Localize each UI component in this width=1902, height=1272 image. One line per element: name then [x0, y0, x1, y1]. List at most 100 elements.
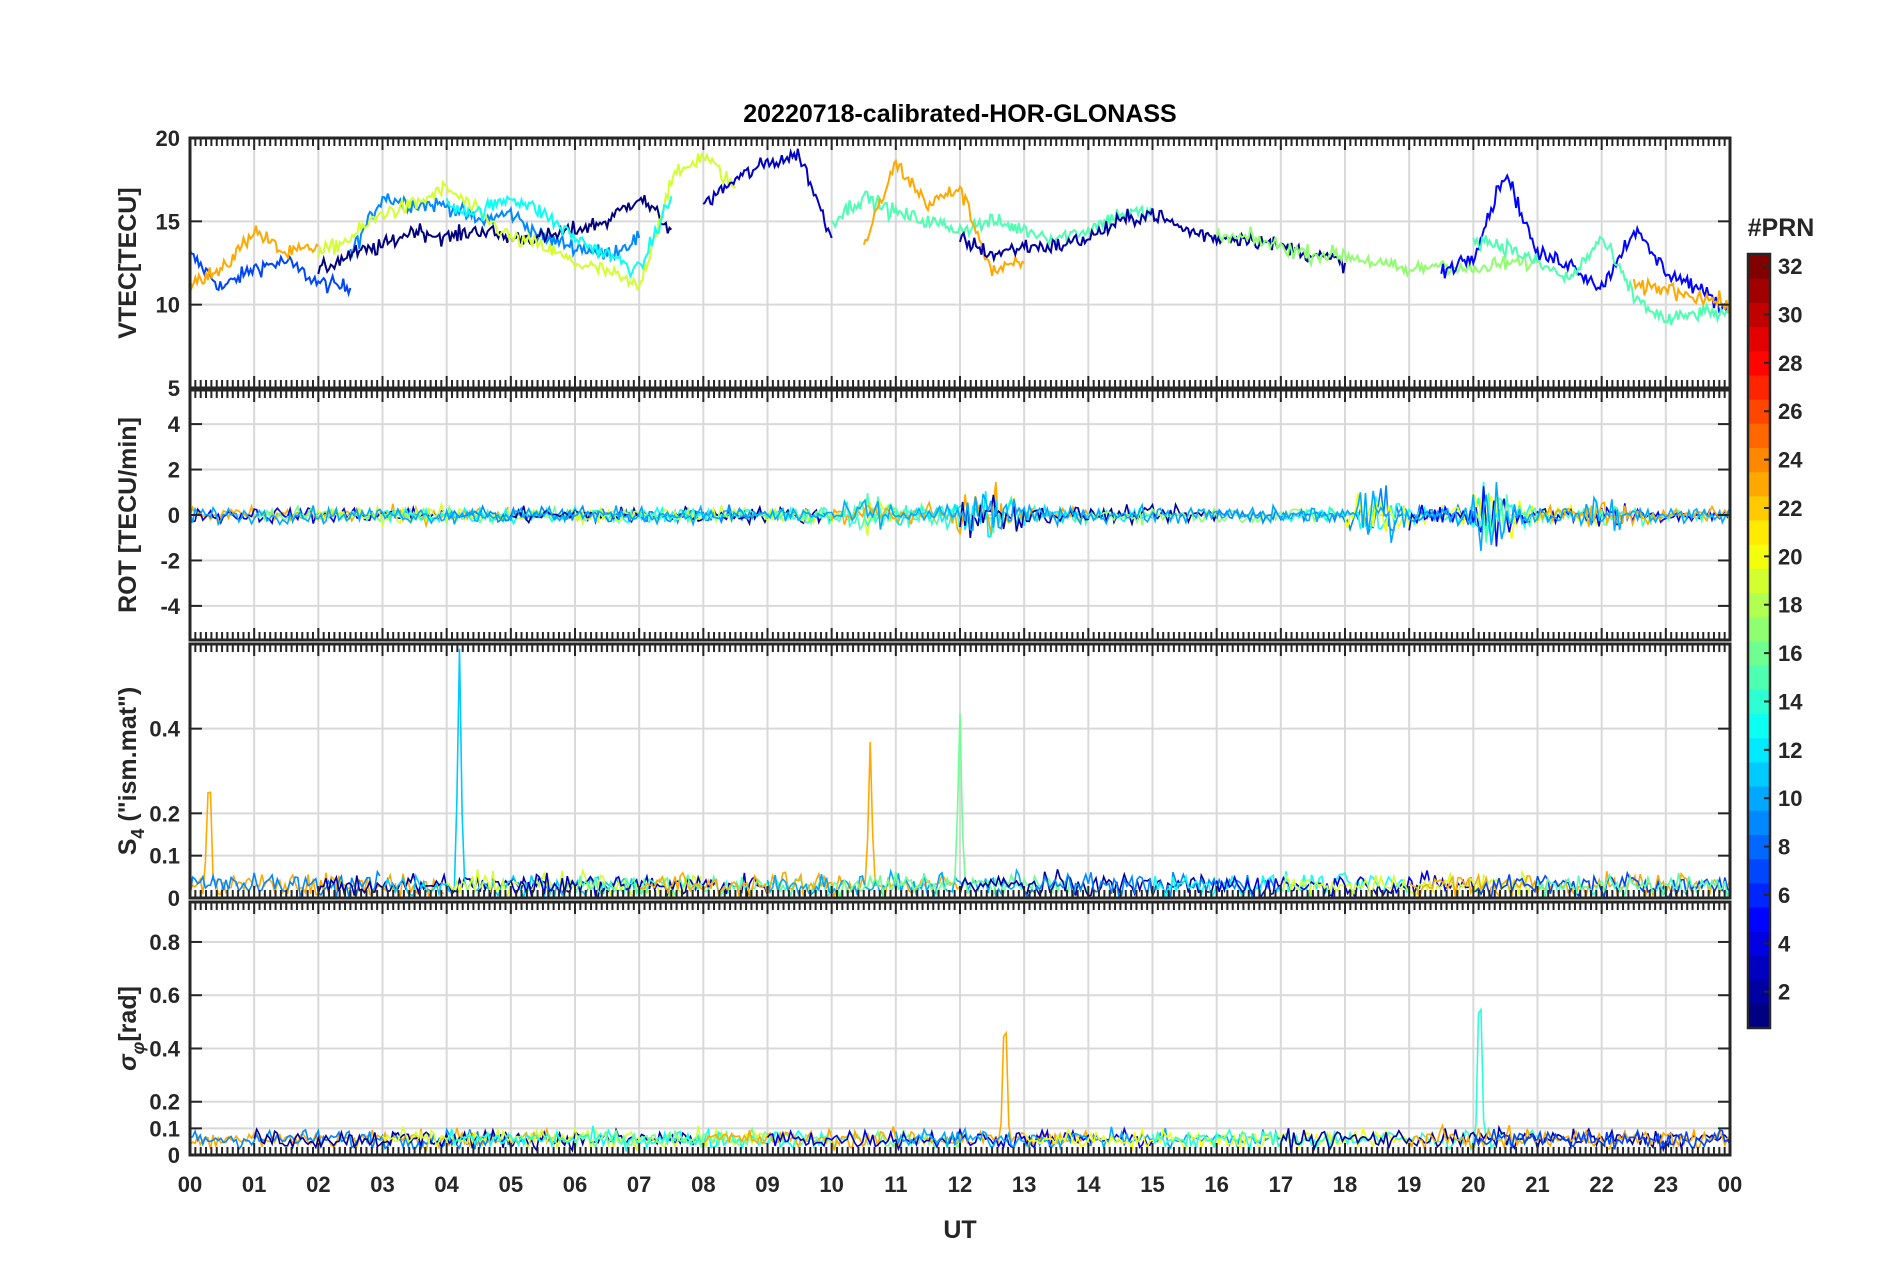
y-tick-label: 0.6	[149, 983, 180, 1008]
colorbar-tick-label: 28	[1778, 351, 1802, 376]
s4-series-prn-11	[381, 648, 638, 898]
y-tick-label: 2	[168, 458, 180, 483]
y-tick-label: 0.8	[149, 930, 180, 955]
colorbar-segment-26	[1748, 399, 1770, 424]
x-tick-label: 05	[499, 1172, 523, 1197]
colorbar-tick-label: 16	[1778, 641, 1802, 666]
x-tick-label: 09	[755, 1172, 779, 1197]
s4-series-prn-23	[639, 741, 961, 898]
x-tick-label: 00	[178, 1172, 202, 1197]
colorbar-tick-label: 10	[1778, 786, 1802, 811]
y-tick-label: 15	[156, 209, 180, 234]
y-axis-label-subscript: φ	[128, 1041, 148, 1054]
colorbar-tick-label: 4	[1778, 931, 1791, 956]
y-axis-label-main: σ	[114, 1053, 142, 1071]
x-tick-label: 12	[948, 1172, 972, 1197]
vtec-series-prn-15	[830, 190, 1154, 248]
colorbar-segment-21	[1748, 520, 1770, 545]
colorbar-tick-label: 20	[1778, 544, 1802, 569]
x-tick-label: 18	[1333, 1172, 1357, 1197]
y-tick-label: 10	[156, 293, 180, 318]
sigma-series-prn-23	[1408, 1123, 1730, 1151]
vtec-series-prn-19	[317, 151, 737, 292]
y-tick-label: -2	[160, 548, 180, 573]
y-tick-label: 0.1	[149, 844, 180, 869]
vtec-series-prn-9	[349, 193, 641, 263]
panel-4: 00.10.2 0.4 0.6 0.8 σφ[rad]	[114, 900, 1732, 1168]
vtec-series-prn-13	[445, 194, 673, 279]
y-tick-label: 0.2	[149, 1090, 180, 1115]
colorbar-segment-20	[1748, 544, 1770, 569]
colorbar-segment-24	[1748, 447, 1770, 473]
s4-series-prn-9	[190, 869, 381, 898]
y-tick-label: 0.4	[149, 717, 180, 742]
x-tick-label: 16	[1204, 1172, 1228, 1197]
rot-series-prn-9	[445, 504, 769, 525]
y-tick-label: 0	[168, 503, 180, 528]
colorbar-tick-label: 6	[1778, 883, 1790, 908]
vtec-series-prn-23	[862, 158, 1025, 277]
x-tick-label: 17	[1269, 1172, 1293, 1197]
x-tick-label: 13	[1012, 1172, 1036, 1197]
y-tick-label: 0	[168, 1143, 180, 1168]
x-tick-label: 20	[1461, 1172, 1485, 1197]
colorbar-segment-3	[1748, 955, 1770, 981]
colorbar-segment-11	[1748, 761, 1770, 787]
vtec-series-prn-1	[317, 194, 673, 275]
colorbar-segment-15	[1748, 665, 1770, 690]
y-tick-label: -4	[160, 594, 180, 619]
x-tick-label: 22	[1589, 1172, 1613, 1197]
series-group	[190, 648, 1730, 898]
colorbar-segment-22	[1748, 495, 1770, 521]
chart-title: 20220718-calibrated-HOR-GLONASS	[743, 100, 1176, 128]
panel-2: -4 -2 0 2 4 ROT [TECU/min]	[114, 388, 1732, 642]
y-axis-label-suffix: ("ism.mat")	[114, 687, 142, 829]
x-axis-label: UT	[943, 1216, 976, 1244]
colorbar-tick-label: 22	[1778, 496, 1802, 521]
y-tick-label: 4	[168, 412, 181, 437]
colorbar-segment-30	[1748, 302, 1770, 328]
x-tick-label: 03	[370, 1172, 394, 1197]
colorbar-segment-23	[1748, 471, 1770, 497]
x-tick-label: 06	[563, 1172, 587, 1197]
y-axis-label-subscript: 4	[128, 829, 148, 839]
x-tick-label: 23	[1654, 1172, 1678, 1197]
colorbar-segment-12	[1748, 737, 1770, 763]
colorbar-segment-10	[1748, 786, 1770, 811]
x-tick-label: 07	[627, 1172, 651, 1197]
vtec-series-prn-3	[702, 147, 833, 239]
series-group	[190, 147, 1730, 326]
colorbar-segment-27	[1748, 374, 1770, 400]
colorbar-tick-label: 32	[1778, 254, 1802, 279]
colorbar-tick-label: 2	[1778, 980, 1790, 1005]
colorbar-segment-7	[1748, 858, 1770, 884]
colorbar-segment-32	[1748, 254, 1770, 279]
s4-series-prn-19	[446, 868, 702, 898]
sigma-series-prn-4	[766, 1126, 1154, 1152]
colorbar-segment-18	[1748, 592, 1770, 618]
x-tick-label: 19	[1397, 1172, 1421, 1197]
colorbar-tick-label: 8	[1778, 835, 1790, 860]
y-axis-label: ROT [TECU/min]	[114, 417, 142, 613]
series-group	[190, 481, 1730, 551]
colorbar-tick-label: 30	[1778, 302, 1802, 327]
vtec-series-prn-7	[190, 250, 352, 298]
colorbar-segment-19	[1748, 568, 1770, 594]
colorbar-tick-label: 12	[1778, 738, 1802, 763]
y-tick-label: 0.4	[149, 1036, 180, 1061]
x-tick-label: 08	[691, 1172, 715, 1197]
vtec-series-prn-15	[1472, 235, 1730, 326]
colorbar-segment-17	[1748, 616, 1770, 642]
y-axis-label: S4 ("ism.mat")	[114, 687, 148, 856]
colorbar-segment-31	[1748, 278, 1770, 303]
x-tick-label: 21	[1525, 1172, 1549, 1197]
colorbar-segment-4	[1748, 931, 1770, 956]
x-tick-label: 15	[1140, 1172, 1164, 1197]
colorbar-segment-25	[1748, 423, 1770, 448]
colorbar-tick-label: 18	[1778, 593, 1802, 618]
y-tick-label: 20	[156, 126, 180, 151]
y-tick-label: 0.2	[149, 801, 180, 826]
vtec-series-prn-5	[1440, 173, 1730, 314]
y-axis-label-main: S	[114, 839, 142, 856]
